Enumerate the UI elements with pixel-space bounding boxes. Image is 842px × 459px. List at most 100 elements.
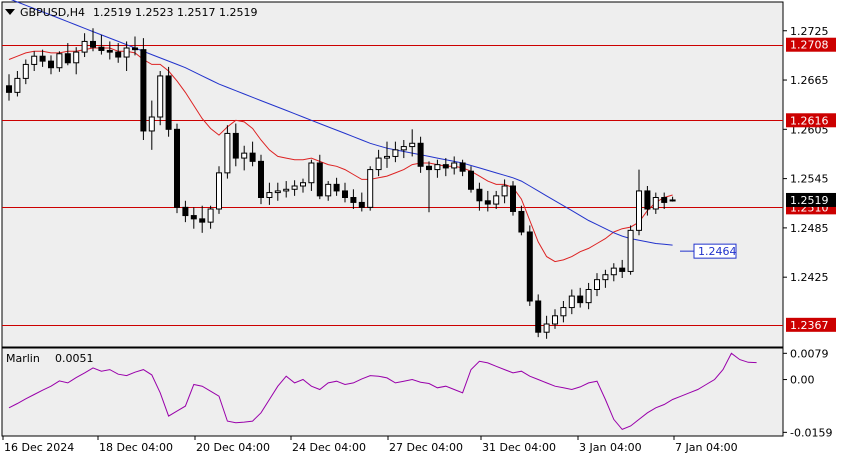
candle-body-up	[669, 199, 676, 202]
candle	[442, 158, 449, 177]
candle	[568, 289, 575, 315]
candle-body-up	[216, 172, 222, 210]
candle	[552, 309, 558, 329]
candle	[157, 71, 164, 126]
time-tick-label: 18 Dec 04:00	[99, 441, 173, 454]
price-tick-label: 1.2665	[790, 74, 829, 87]
candle-body-down	[350, 197, 357, 203]
candle	[619, 259, 626, 278]
candle	[224, 125, 231, 179]
candle	[132, 36, 138, 56]
price-tick-label: 1.2485	[790, 222, 829, 235]
candle	[585, 282, 592, 310]
current-price-box	[786, 192, 836, 207]
candle	[627, 225, 634, 275]
candle	[526, 225, 533, 306]
indicator-plot-frame	[1, 347, 784, 437]
candle-body-up	[300, 182, 306, 187]
candle	[283, 181, 290, 198]
candle	[375, 149, 382, 177]
level-tag-box	[786, 317, 836, 332]
level-tag-label: 1.2367	[790, 319, 829, 332]
level-tag-box	[786, 113, 836, 128]
candle-body-up	[123, 47, 130, 58]
time-tick-label: 20 Dec 04:00	[196, 441, 270, 454]
candle-body-down	[426, 165, 432, 171]
candle-body-up	[384, 155, 390, 159]
candle	[182, 200, 189, 223]
candle	[577, 287, 584, 308]
candle-body-down	[510, 185, 516, 212]
candle	[451, 156, 458, 175]
candle-body-up	[325, 183, 332, 197]
candle-body-down	[316, 162, 323, 197]
candle-body-down	[535, 300, 542, 333]
time-tick-label: 27 Dec 04:00	[389, 441, 463, 454]
candle	[174, 123, 180, 214]
ohlc-values: 1.2519 1.2523 1.2517 1.2519	[93, 6, 257, 19]
blue-average-line	[10, 0, 673, 246]
candle	[434, 159, 441, 178]
candle-body-up	[585, 289, 592, 304]
oscillator-line	[8, 352, 757, 430]
dropdown-arrow-icon[interactable]	[5, 9, 15, 15]
candle-body-up	[400, 146, 407, 151]
level-tag-label: 1.2708	[790, 39, 829, 52]
candle-body-up	[652, 197, 659, 210]
candle	[493, 190, 500, 209]
candle-body-up	[493, 195, 500, 205]
oscillator-tick-label: -0.0159	[790, 426, 832, 439]
time-tick-label: 24 Dec 04:00	[292, 441, 366, 454]
candle	[266, 182, 273, 205]
candle-body-down	[258, 160, 264, 199]
candle	[115, 43, 122, 63]
price-tick-label: 1.2545	[790, 173, 829, 186]
candle	[73, 47, 80, 75]
price-tick-label: 1.2425	[790, 271, 829, 284]
candle	[501, 179, 508, 204]
candle-body-down	[199, 218, 206, 223]
candle	[333, 177, 340, 196]
candle-body-up	[434, 164, 441, 171]
candle-body-down	[182, 206, 189, 217]
annotation-label: 1.2464	[698, 245, 737, 258]
indicator-value: 0.0051	[55, 352, 94, 365]
candle-body-down	[358, 201, 365, 208]
candle-body-up	[501, 185, 508, 197]
candle	[543, 315, 550, 339]
candle	[64, 43, 71, 66]
candle	[316, 154, 323, 200]
candle-body-up	[274, 190, 281, 194]
candle	[367, 166, 374, 211]
oscillator-tick-label: 0.00	[790, 374, 815, 387]
candle-body-up	[375, 157, 382, 171]
candle	[384, 141, 390, 168]
candle	[148, 100, 155, 150]
candle	[165, 66, 172, 137]
candle-body-down	[442, 164, 449, 169]
candle-body-down	[48, 60, 54, 69]
candle	[98, 34, 105, 55]
candle	[291, 180, 298, 196]
candle-body-up	[451, 162, 458, 169]
candle-body-up	[73, 51, 80, 64]
candle-body-up	[602, 274, 609, 281]
candle	[140, 38, 147, 140]
candle-body-up	[543, 323, 550, 333]
candle	[602, 269, 609, 288]
candle	[190, 207, 197, 229]
candle	[400, 140, 407, 159]
candle	[106, 41, 113, 60]
candle	[241, 145, 248, 171]
candle-body-up	[560, 307, 567, 317]
candle	[22, 59, 29, 85]
candle	[48, 55, 54, 75]
candle	[123, 41, 130, 71]
level-tag-box	[786, 37, 836, 52]
candle-body-down	[661, 197, 668, 203]
candle-body-down	[98, 46, 105, 51]
candle	[39, 49, 46, 67]
candle-body-up	[241, 152, 248, 159]
candle-body-down	[6, 85, 12, 93]
